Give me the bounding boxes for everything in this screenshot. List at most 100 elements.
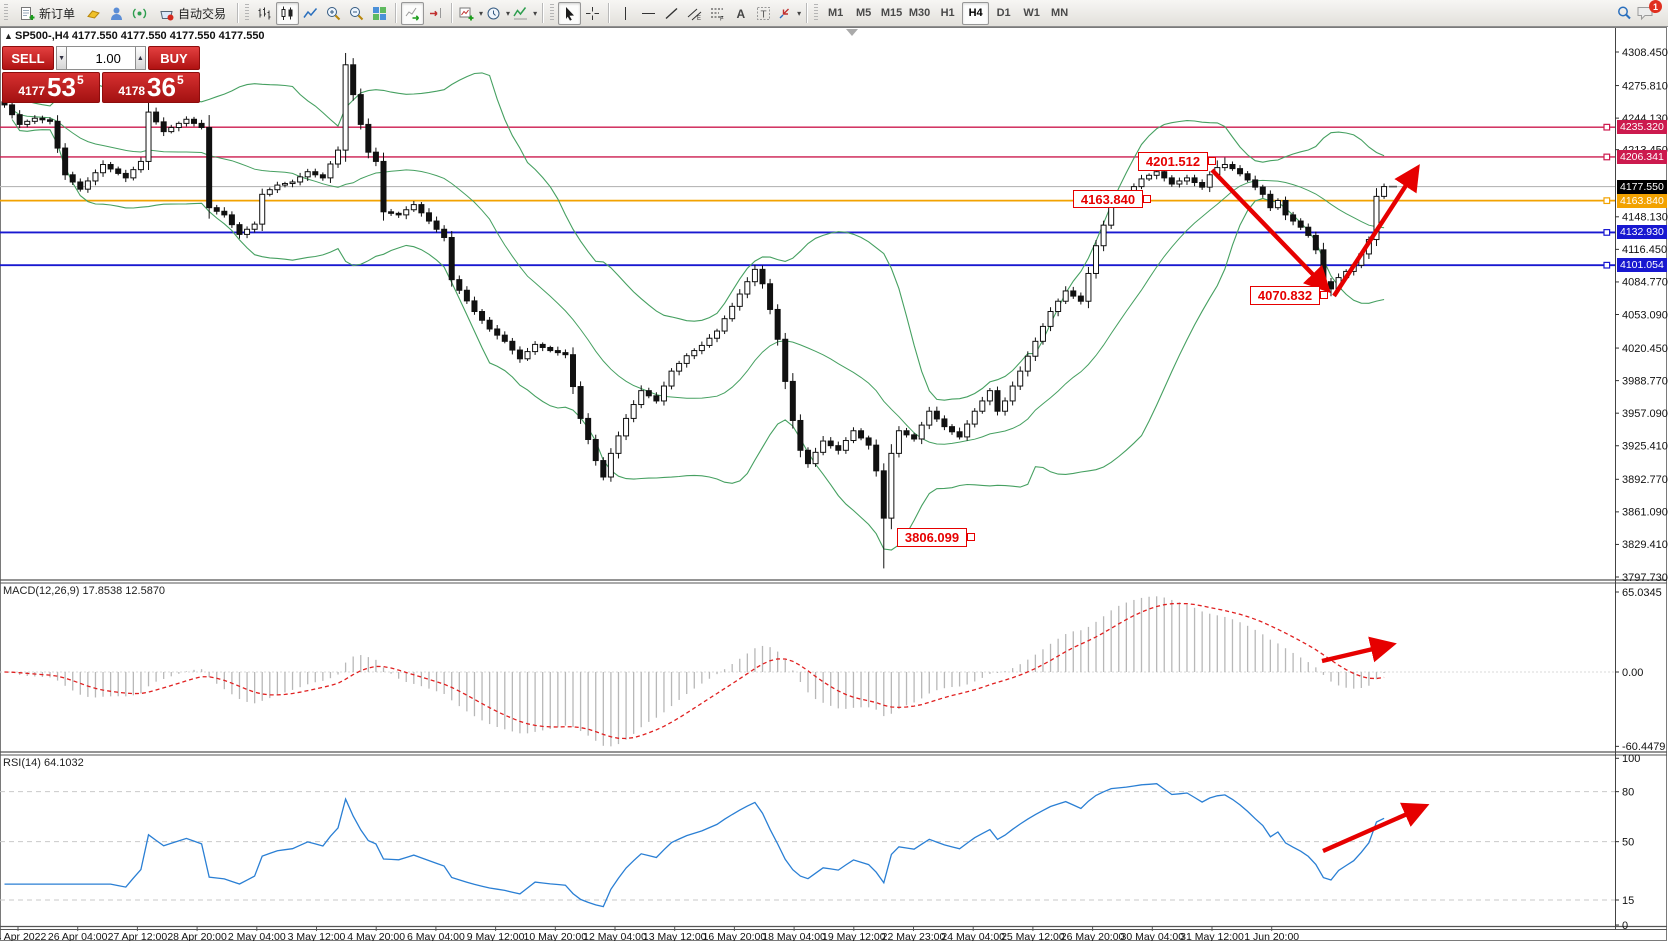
tile-windows-button[interactable] [368,2,391,25]
crosshair-icon [584,5,601,22]
svg-text:A: A [737,7,746,21]
one-click-trading-panel: SELL ▼ ▲ BUY 4177 53 5 4178 36 5 [2,46,200,103]
timeframe-button-d1[interactable]: D1 [996,7,1011,19]
market-watch-button[interactable] [105,2,128,25]
rsi-label: RSI(14) 64.1032 [3,757,84,769]
svg-text:4053.090: 4053.090 [1622,309,1668,321]
main-toolbar: 新订单 自动交易 [0,0,1668,27]
autotrading-icon [158,5,175,22]
notification-badge: 1 [1649,0,1662,13]
timeframe-button-mn[interactable]: MN [1051,7,1069,19]
toolbar-separator [395,3,398,23]
time-axis-label: 26 May 20:00 [1060,931,1125,941]
auto-scroll-icon [404,5,421,22]
gold-icon [85,5,102,22]
chart-shift-button[interactable] [424,2,447,25]
search-button[interactable] [1613,2,1636,25]
candlestick-chart-button[interactable] [276,1,300,25]
cursor-tool-button[interactable] [558,1,582,25]
metaeditor-button[interactable] [82,2,105,25]
auto-scroll-button[interactable] [401,1,425,25]
timeframe-button-w1[interactable]: W1 [1023,7,1040,19]
svg-text:80: 80 [1622,786,1634,798]
zoom-in-button[interactable] [322,2,345,25]
equidistant-channel-tool[interactable]: E [683,2,706,25]
time-axis-label: 22 May 23:00 [881,931,946,941]
svg-text:3892.770: 3892.770 [1622,474,1668,486]
time-axis-label: 10 May 20:00 [523,931,588,941]
arrows-icon [776,5,793,22]
zoom-out-button[interactable] [345,2,368,25]
toolbar-grip [245,4,250,22]
chart-symbol-title: SP500-,H4 4177.550 4177.550 4177.550 417… [15,30,265,42]
chevron-down-icon: ▾ [479,8,484,18]
sell-button[interactable]: SELL [2,46,54,70]
buy-button[interactable]: BUY [148,46,200,70]
text-tool[interactable]: A [729,2,752,25]
text-a-icon: A [732,5,749,22]
timeframe-button-m5[interactable]: M5 [855,7,872,19]
svg-text:F: F [720,16,724,22]
cursor-icon [561,5,578,22]
time-axis-label: 27 Apr 12:00 [107,931,168,941]
new-order-button[interactable]: 新订单 [12,2,82,25]
fibonacci-tool[interactable]: F [706,2,729,25]
chat-button[interactable]: 1 [1636,0,1662,22]
line-chart-icon [302,5,319,22]
timeframe-button-h1[interactable]: H1 [940,7,955,19]
line-chart-button[interactable] [299,2,322,25]
bar-chart-icon [256,5,273,22]
time-axis-label: 6 May 04:00 [406,931,465,941]
annotation-price-label-pivot[interactable]: 4163.840 [1073,190,1151,208]
one-click-collapse-arrow[interactable]: ▲ [4,31,13,41]
time-axis-label: 3 May 12:00 [287,931,346,941]
text-label-tool[interactable]: T [752,2,775,25]
search-icon [1616,5,1633,22]
bar-chart-button[interactable] [253,2,276,25]
svg-text:4116.450: 4116.450 [1622,244,1667,256]
time-axis-label: 1 Jun 20:00 [1244,931,1300,941]
time-axis-label: 16 May 20:00 [702,931,767,941]
volume-decrease-button[interactable]: ▼ [56,46,68,70]
time-axis-label: 31 May 12:00 [1180,931,1244,941]
chevron-down-icon: ▾ [797,8,802,18]
macd-label: MACD(12,26,9) 17.8538 12.5870 [3,585,166,597]
svg-text:65.0345: 65.0345 [1622,587,1662,599]
autotrading-button[interactable]: 自动交易 [151,2,233,25]
timeframe-toolbar: M1 M5 M15 M30 H1 H4 D1 W1 MN [822,1,1073,25]
buy-quote[interactable]: 4178 36 5 [102,72,200,103]
zoom-out-icon [348,5,365,22]
trendline-tool[interactable] [660,2,683,25]
periods-dropdown[interactable]: ▾ [484,2,511,25]
time-axis-label: 24 May 04:00 [941,931,1006,941]
volume-input[interactable] [67,46,135,70]
svg-text:100: 100 [1622,753,1640,765]
volume-increase-button[interactable]: ▲ [134,46,146,70]
crosshair-tool-button[interactable] [581,2,604,25]
timeframe-button-m30[interactable]: M30 [908,7,931,19]
svg-text:3988.770: 3988.770 [1622,375,1668,387]
new-chart-dropdown[interactable]: ▾ [457,2,484,25]
timeframe-button-m15[interactable]: M15 [880,7,903,19]
sell-quote[interactable]: 4177 53 5 [2,72,100,103]
arrows-dropdown[interactable]: ▾ [775,2,802,25]
annotation-price-label-pullback-low[interactable]: 4070.832 [1250,286,1328,305]
signals-button[interactable] [128,2,151,25]
annotation-price-label-swing-high[interactable]: 4201.512 [1138,152,1216,171]
new-order-label: 新订单 [39,6,76,21]
time-axis-label: 2 May 04:00 [227,931,286,941]
indicators-dropdown[interactable]: ▾ [511,2,538,25]
toolbar-grip [814,4,819,22]
annotation-price-label-major-low[interactable]: 3806.099 [897,528,975,547]
chart-shift-icon [427,5,444,22]
horizontal-line-tool[interactable] [637,2,660,25]
text-label-icon: T [755,5,772,22]
fibonacci-icon: F [709,5,726,22]
svg-text:4084.770: 4084.770 [1622,277,1668,289]
price-axis-marker: 4235.320 [1617,120,1667,135]
timeframe-button-h4[interactable]: H4 [962,1,990,25]
toolbar-grip [550,4,555,22]
timeframe-button-m1[interactable]: M1 [827,7,844,19]
vertical-line-tool[interactable] [614,2,637,25]
